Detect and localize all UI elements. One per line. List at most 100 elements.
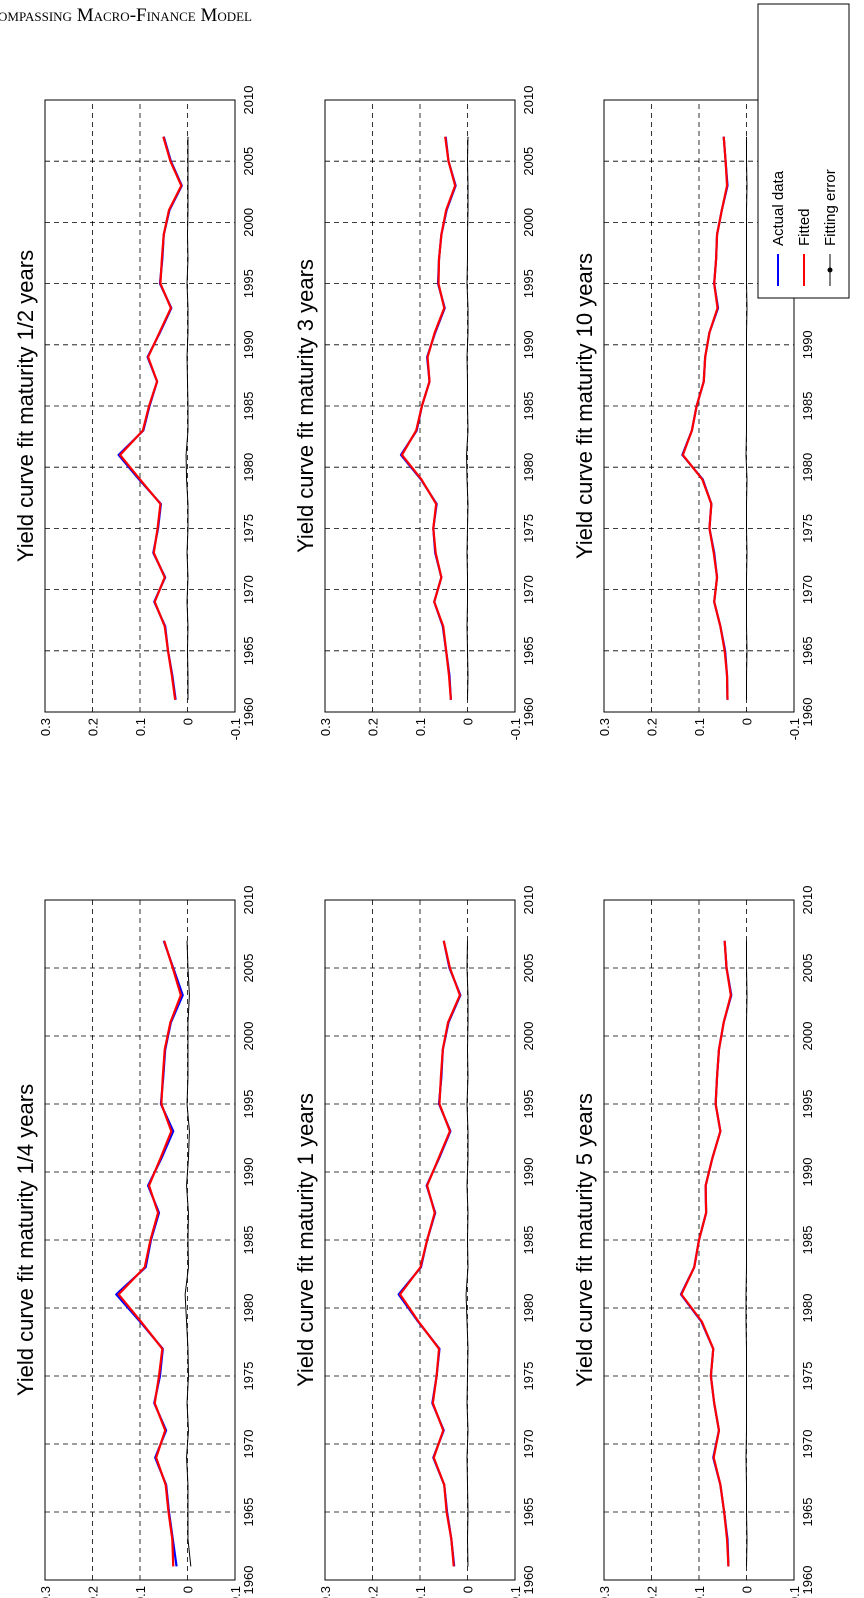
x-tick-label: 1995 bbox=[241, 269, 256, 298]
panel: 1960196519701975198019851990199520002005… bbox=[293, 886, 536, 1598]
x-tick-label: 1975 bbox=[241, 514, 256, 543]
x-tick-label: 1970 bbox=[521, 575, 536, 604]
chart-title: Yield curve fit maturity 3 years bbox=[293, 259, 318, 553]
series-line bbox=[117, 136, 183, 700]
x-tick-label: 1965 bbox=[800, 636, 815, 665]
panel: 1960196519701975198019851990199520002005… bbox=[293, 86, 536, 741]
x-tick-label: 1985 bbox=[521, 392, 536, 421]
x-tick-label: 2010 bbox=[521, 86, 536, 115]
y-tick-label: 0 bbox=[181, 718, 196, 725]
x-tick-label: 1990 bbox=[521, 330, 536, 359]
x-tick-label: 1980 bbox=[241, 1294, 256, 1323]
y-tick-label: 0.3 bbox=[597, 1586, 612, 1598]
y-tick-label: 0.1 bbox=[133, 1586, 148, 1598]
x-tick-label: 1995 bbox=[521, 269, 536, 298]
x-tick-label: 2010 bbox=[241, 86, 256, 115]
plot-frame bbox=[44, 899, 236, 1581]
series-line bbox=[185, 136, 189, 700]
x-tick-label: 1965 bbox=[241, 636, 256, 665]
x-tick-label: 2005 bbox=[521, 147, 536, 176]
x-tick-label: 1990 bbox=[241, 330, 256, 359]
y-tick-label: 0 bbox=[740, 1586, 755, 1593]
plot-frame bbox=[324, 899, 516, 1581]
panel: 1960196519701975198019851990199520002005… bbox=[572, 886, 815, 1598]
legend: Actual data Fitted Fitting error bbox=[757, 3, 850, 299]
chart-title: Yield curve fit maturity 1/4 years bbox=[13, 1084, 38, 1396]
y-tick-label: 0.3 bbox=[38, 1586, 53, 1598]
x-tick-label: 1965 bbox=[800, 1498, 815, 1527]
x-tick-label: 1970 bbox=[800, 1430, 815, 1459]
x-tick-label: 2005 bbox=[800, 954, 815, 983]
y-tick-label: 0.3 bbox=[38, 718, 53, 736]
x-tick-label: 1995 bbox=[241, 1090, 256, 1119]
y-tick-label: 0.2 bbox=[86, 718, 101, 736]
x-tick-label: 1985 bbox=[241, 1226, 256, 1255]
series-line bbox=[465, 940, 469, 1567]
y-tick-label: -0.1 bbox=[508, 1586, 523, 1598]
x-tick-label: 1960 bbox=[521, 1566, 536, 1595]
y-tick-label: 0.3 bbox=[597, 718, 612, 736]
x-tick-label: 2000 bbox=[521, 208, 536, 237]
y-tick-label: 0.3 bbox=[318, 718, 333, 736]
chart-title: Yield curve fit maturity 1/2 years bbox=[13, 250, 38, 562]
x-tick-label: 1965 bbox=[241, 1498, 256, 1527]
x-tick-label: 1970 bbox=[241, 575, 256, 604]
panel: 1960196519701975198019851990199520002005… bbox=[13, 86, 256, 741]
series-line bbox=[117, 940, 182, 1567]
x-tick-label: 1975 bbox=[800, 1362, 815, 1391]
x-tick-label: 1975 bbox=[241, 1362, 256, 1391]
x-tick-label: 1990 bbox=[800, 1158, 815, 1187]
series-line bbox=[680, 940, 732, 1567]
x-tick-label: 1975 bbox=[521, 514, 536, 543]
x-tick-label: 1975 bbox=[521, 1362, 536, 1391]
plot-frame bbox=[324, 99, 516, 713]
y-tick-label: 0.1 bbox=[413, 718, 428, 736]
legend-label: Fitted bbox=[796, 208, 813, 246]
plot-frame bbox=[603, 99, 795, 713]
x-tick-label: 1960 bbox=[800, 698, 815, 727]
x-tick-label: 2010 bbox=[521, 886, 536, 915]
y-tick-label: -0.1 bbox=[787, 1586, 802, 1598]
x-tick-label: 1980 bbox=[521, 453, 536, 482]
y-tick-label: 0 bbox=[740, 718, 755, 725]
series-line bbox=[681, 136, 729, 700]
legend-label: Actual data bbox=[770, 170, 787, 246]
series-line bbox=[397, 940, 462, 1567]
y-tick-label: -0.1 bbox=[508, 718, 523, 740]
rotated-figure: 1960 1965 1970 1975 1980 1985 1990 1995 2000 2005… bbox=[13, 3, 850, 1598]
x-tick-label: 1985 bbox=[521, 1226, 536, 1255]
series-line bbox=[398, 940, 461, 1567]
x-tick-label: 1990 bbox=[241, 1158, 256, 1187]
y-tick-label: 0.1 bbox=[133, 718, 148, 736]
x-tick-label: 1980 bbox=[521, 1294, 536, 1323]
y-tick-label: 0.2 bbox=[645, 718, 660, 736]
series-line bbox=[399, 136, 457, 700]
x-tick-label: 1980 bbox=[241, 453, 256, 482]
x-tick-label: 2010 bbox=[800, 886, 815, 915]
x-tick-label: 1960 bbox=[800, 1566, 815, 1595]
panel: 1960196519701975198019851990199520002005… bbox=[572, 3, 850, 740]
series-line bbox=[400, 136, 457, 700]
chart-title: Yield curve fit maturity 1 years bbox=[293, 1093, 318, 1387]
x-tick-label: 1985 bbox=[241, 392, 256, 421]
x-tick-label: 2000 bbox=[241, 1022, 256, 1051]
x-tick-label: 1995 bbox=[521, 1090, 536, 1119]
plot-frame bbox=[603, 899, 795, 1581]
y-tick-label: -0.1 bbox=[228, 718, 243, 740]
x-tick-label: 1995 bbox=[800, 1090, 815, 1119]
chart-title: Yield curve fit maturity 10 years bbox=[572, 253, 597, 559]
series-line bbox=[115, 940, 184, 1567]
y-tick-label: 0.2 bbox=[366, 1586, 381, 1598]
x-tick-label: 1970 bbox=[241, 1430, 256, 1459]
series-line bbox=[466, 136, 469, 700]
series-line bbox=[118, 136, 183, 700]
x-tick-label: 1975 bbox=[800, 514, 815, 543]
x-tick-label: 1985 bbox=[800, 392, 815, 421]
x-tick-label: 1970 bbox=[521, 1430, 536, 1459]
y-tick-label: 0 bbox=[181, 1586, 196, 1593]
y-tick-label: 0.1 bbox=[413, 1586, 428, 1598]
y-tick-label: 0 bbox=[461, 1586, 476, 1593]
x-tick-label: 1990 bbox=[521, 1158, 536, 1187]
